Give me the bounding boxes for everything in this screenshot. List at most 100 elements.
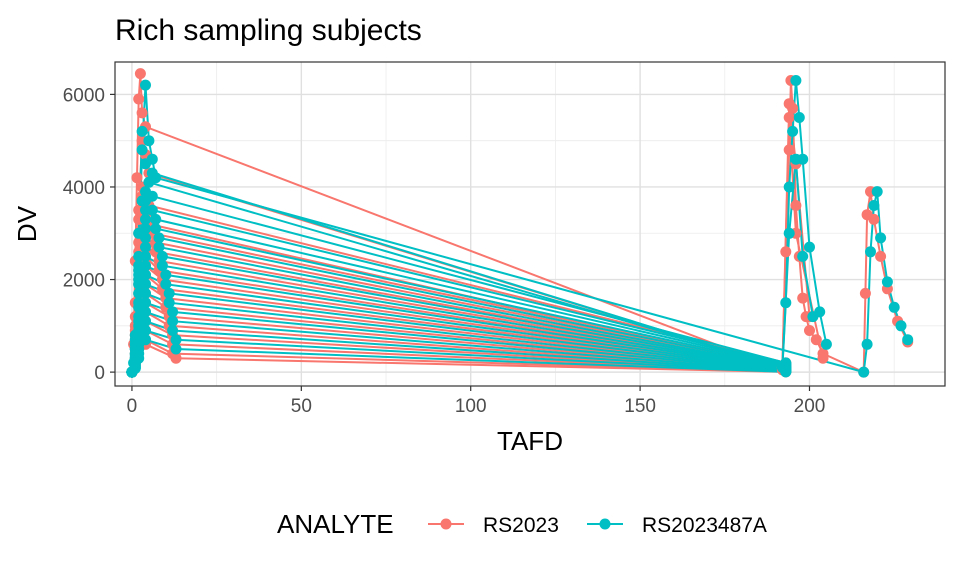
data-point-rs2023487a [140, 325, 151, 336]
data-point-rs2023487a [787, 125, 799, 137]
data-point-rs2023487a [875, 232, 887, 244]
data-point-rs2023487a [140, 158, 151, 170]
data-point-rs2023487a [140, 297, 151, 309]
data-point-rs2023487a [167, 306, 179, 318]
data-point-rs2023487a [167, 325, 179, 336]
data-point-rs2023487a [160, 269, 172, 281]
data-point-rs2023487a [807, 311, 819, 323]
data-point-rs2023487a [820, 338, 832, 350]
data-point-rs2023487a [783, 181, 795, 193]
data-point-rs2023 [817, 352, 829, 364]
y-tick-label: 2000 [63, 271, 105, 292]
data-point-rs2023487a [170, 334, 182, 346]
data-point-rs2023 [783, 112, 795, 123]
data-point-rs2023487a [140, 315, 151, 327]
chart-title: Rich sampling subjects [115, 14, 422, 47]
points-layer [126, 68, 914, 378]
data-point-rs2023487a [871, 186, 883, 198]
y-tick-label: 6000 [63, 85, 105, 106]
data-point-rs2023487a [902, 334, 914, 346]
data-point-rs2023 [780, 246, 792, 258]
x-tick-label: 100 [455, 396, 487, 417]
x-tick-label: 150 [624, 396, 656, 417]
data-point-rs2023487a [136, 144, 148, 156]
data-point-rs2023487a [150, 223, 162, 235]
y-tick-label: 4000 [63, 178, 105, 199]
data-point-rs2023487a [140, 334, 151, 346]
data-point-rs2023487a [140, 223, 151, 235]
legend-label-rs2023487a: RS2023487A [642, 514, 767, 537]
legend-key-point-rs2023487a [599, 518, 611, 530]
data-point-rs2023487a [865, 246, 876, 258]
data-point-rs2023487a [780, 366, 792, 378]
data-point-rs2023487a [143, 176, 155, 188]
data-point-rs2023487a [156, 260, 168, 272]
data-point-rs2023487a [150, 213, 162, 225]
plot-border [114, 61, 946, 387]
data-point-rs2023 [875, 250, 887, 262]
data-point-rs2023 [797, 292, 809, 304]
data-point-rs2023487a [163, 297, 175, 309]
data-point-rs2023487a [888, 301, 900, 313]
x-tick-label: 200 [794, 396, 826, 417]
data-point-rs2023487a [790, 153, 802, 165]
data-point-rs2023487a [133, 352, 145, 364]
data-point-rs2023487a [140, 195, 151, 207]
x-tick-label: 0 [127, 396, 138, 417]
data-point-rs2023487a [804, 241, 815, 253]
data-point-rs2023487a [140, 260, 151, 272]
data-point-rs2023 [783, 144, 795, 156]
data-point-rs2023 [170, 352, 182, 364]
data-point-rs2023 [131, 172, 143, 184]
data-point-rs2023487a [156, 250, 168, 262]
data-point-rs2023487a [790, 75, 802, 86]
data-point-rs2023487a [140, 204, 151, 216]
data-point-rs2023487a [783, 227, 795, 239]
data-point-rs2023 [133, 93, 145, 105]
data-point-rs2023 [783, 98, 795, 110]
data-point-rs2023487a [167, 315, 179, 327]
data-point-rs2023487a [136, 125, 148, 137]
data-point-rs2023487a [797, 250, 809, 262]
legend-label-rs2023: RS2023 [483, 514, 559, 537]
data-point-rs2023 [804, 325, 815, 336]
data-point-rs2023487a [140, 306, 151, 318]
legend: ANALYTE RS2023 RS2023487A [277, 509, 767, 539]
data-point-rs2023487a [140, 213, 151, 225]
data-point-rs2023487a [140, 269, 151, 281]
data-point-rs2023487a [140, 232, 151, 244]
x-tick-label: 50 [291, 396, 312, 417]
data-point-rs2023487a [881, 276, 893, 288]
legend-key-point-rs2023 [440, 518, 452, 530]
data-point-rs2023487a [153, 232, 165, 244]
data-point-rs2023487a [861, 338, 873, 350]
data-point-rs2023 [790, 200, 802, 211]
y-tick-label: 0 [94, 363, 105, 384]
data-point-rs2023487a [153, 241, 165, 253]
data-point-rs2023 [868, 213, 880, 225]
legend-item-rs2023487a: RS2023487A [587, 514, 767, 537]
data-point-rs2023487a [170, 343, 182, 355]
data-point-rs2023 [134, 68, 146, 80]
data-point-rs2023487a [160, 278, 172, 290]
x-axis-label: TAFD [497, 426, 563, 456]
data-point-rs2023487a [858, 366, 870, 378]
data-point-rs2023487a [146, 167, 158, 179]
data-point-rs2023 [810, 334, 822, 346]
data-point-rs2023487a [163, 287, 175, 299]
data-point-rs2023487a [140, 278, 151, 290]
data-point-rs2023487a [140, 241, 151, 253]
data-point-rs2023487a [140, 79, 151, 91]
data-point-rs2023487a [129, 362, 141, 374]
data-point-rs2023487a [140, 250, 151, 262]
data-point-rs2023487a [793, 112, 805, 123]
data-point-rs2023487a [895, 320, 907, 332]
data-point-rs2023 [859, 287, 871, 299]
legend-item-rs2023: RS2023 [428, 514, 559, 537]
data-point-rs2023487a [140, 287, 151, 299]
data-point-rs2023487a [780, 297, 792, 309]
data-point-rs2023487a [143, 135, 155, 147]
data-point-rs2023487a [868, 200, 880, 211]
